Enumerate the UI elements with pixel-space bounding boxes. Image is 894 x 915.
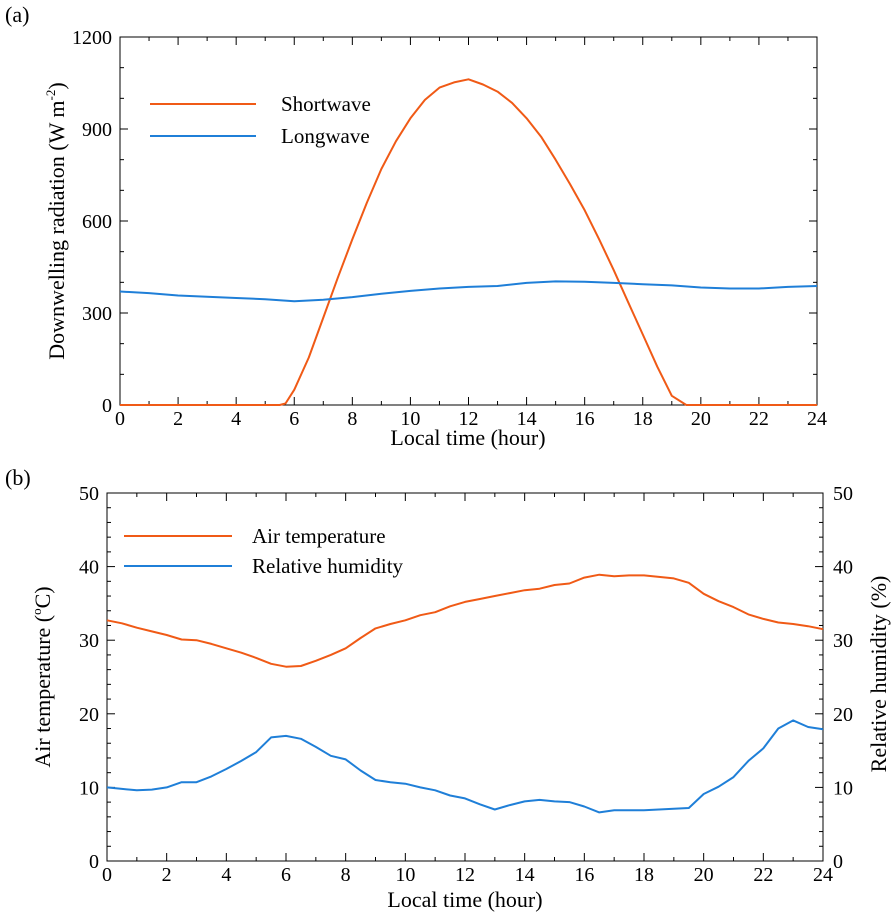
- y-tick-label: 40: [79, 557, 99, 579]
- panel-b-right-y-ticks: 0 10 20 30 40 50: [833, 483, 853, 873]
- x-tick-label: 14: [515, 864, 535, 886]
- panel-a-y-axis-label-main: Downwelling radiation (W m: [44, 100, 69, 359]
- panel-a-y-axis-label-close: ): [44, 82, 69, 89]
- x-tick-label: 0: [102, 864, 112, 886]
- panel-b-y-ticks: 0 10 20 30 40 50: [79, 483, 823, 873]
- x-tick-label: 10: [400, 408, 420, 430]
- panel-a-legend: Shortwave Longwave: [150, 92, 371, 148]
- right-y-tick-label: 30: [833, 630, 853, 652]
- x-tick-label: 18: [633, 408, 653, 430]
- x-tick-label: 14: [517, 408, 537, 430]
- y-tick-label: 600: [82, 211, 112, 233]
- x-tick-label: 10: [395, 864, 415, 886]
- panel-a-label: (a): [5, 2, 29, 27]
- x-tick-label: 2: [173, 408, 183, 430]
- panel-b-y-axis-label-degree: o: [29, 608, 44, 615]
- x-tick-label: 20: [691, 408, 711, 430]
- panel-a-series: [119, 78, 818, 406]
- panel-a-y-ticks: 0 300 600 900 1200: [72, 27, 817, 417]
- x-tick-label: 22: [753, 864, 773, 886]
- y-tick-label: 50: [79, 483, 99, 505]
- panel-b-x-ticks: 0 2 4 6 8 10 12 14 16 18 20 22 24: [102, 493, 833, 886]
- x-tick-label: 6: [281, 864, 291, 886]
- x-tick-label: 4: [221, 864, 231, 886]
- panel-b-x-axis-label: Local time (hour): [387, 887, 542, 912]
- x-tick-label: 16: [575, 408, 595, 430]
- y-tick-label: 900: [82, 119, 112, 141]
- panel-a-x-axis-label: Local time (hour): [390, 425, 545, 450]
- y-tick-label: 30: [79, 630, 99, 652]
- panel-a-chart: (a) 0 2 4 6 8 10 12 14 16 18 20 22 24 03006009001200…: [5, 2, 827, 450]
- y-tick-label: 0: [102, 395, 112, 417]
- legend-label-relative-humidity: Relative humidity: [252, 554, 404, 578]
- panel-b-y-axis-label: Air temperature (oC): [29, 586, 55, 767]
- panel-b-y-axis-label-main: Air temperature (: [30, 615, 55, 768]
- y-tick-label: 20: [79, 704, 99, 726]
- x-tick-label: 8: [341, 864, 351, 886]
- y-tick-label: 10: [79, 777, 99, 799]
- panel-a-x-ticks: 0 2 4 6 8 10 12 14 16 18 20 22 24: [115, 37, 827, 430]
- series-line-shortwave: [120, 78, 817, 406]
- legend-label-air-temperature: Air temperature: [252, 524, 386, 548]
- series-line-air-temperature: [106, 573, 824, 668]
- legend-label-longwave: Longwave: [281, 124, 370, 148]
- x-tick-label: 4: [231, 408, 241, 430]
- panel-b-series: [106, 573, 824, 814]
- panel-b-label: (b): [5, 465, 31, 490]
- panel-b-right-y-axis-label: Relative humidity (%): [866, 576, 891, 773]
- x-tick-label: 0: [115, 408, 125, 430]
- right-y-tick-label: 50: [833, 483, 853, 505]
- x-tick-label: 18: [634, 864, 654, 886]
- legend-label-shortwave: Shortwave: [281, 92, 371, 116]
- panel-a-y-axis-label-exponent: -2: [43, 90, 58, 101]
- y-tick-label: 0: [89, 851, 99, 873]
- panel-b-plot-frame: [106, 492, 824, 862]
- y-tick-label: 1200: [72, 27, 112, 49]
- x-tick-label: 24: [807, 408, 827, 430]
- panel-a-plot-frame: [119, 36, 818, 406]
- x-tick-label: 8: [347, 408, 357, 430]
- x-tick-label: 6: [289, 408, 299, 430]
- x-tick-label: 2: [162, 864, 172, 886]
- x-tick-label: 20: [694, 864, 714, 886]
- panel-b-legend: Air temperature Relative humidity: [124, 524, 404, 578]
- right-y-tick-label: 20: [833, 704, 853, 726]
- x-tick-label: 24: [813, 864, 833, 886]
- panel-a-y-axis-label: Downwelling radiation (W m-2): [43, 82, 69, 359]
- x-tick-label: 12: [455, 864, 475, 886]
- right-y-tick-label: 10: [833, 777, 853, 799]
- right-y-tick-label: 0: [833, 851, 843, 873]
- x-tick-label: 12: [459, 408, 479, 430]
- series-line-longwave: [119, 280, 818, 303]
- panel-b-y-axis-label-close: C): [30, 586, 55, 608]
- series-line-relative-humidity: [106, 719, 824, 814]
- x-tick-label: 22: [749, 408, 769, 430]
- right-y-tick-label: 40: [833, 557, 853, 579]
- y-tick-label: 300: [82, 303, 112, 325]
- x-tick-label: 16: [574, 864, 594, 886]
